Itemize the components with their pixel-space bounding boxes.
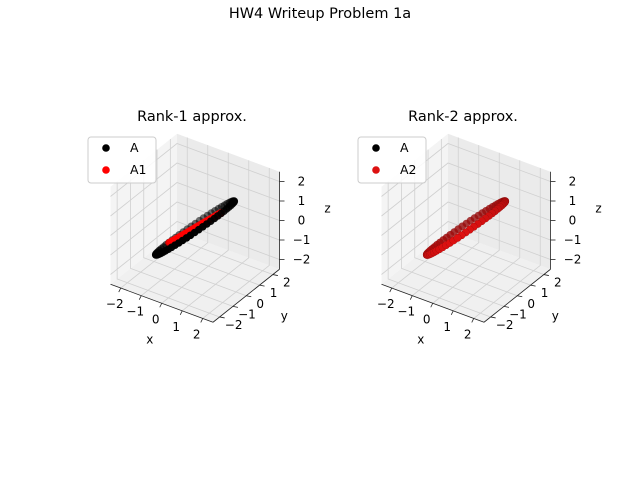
y-axis-label: y [281,309,288,323]
y-tick [259,284,265,287]
y-tick-label: −2 [496,318,514,332]
y-axis-label: y [552,309,559,323]
z-tick-label: 2 [569,175,577,189]
gridline-z [381,221,551,275]
x-tick-label: −2 [106,297,124,311]
x-tick [138,295,142,300]
data-point-a [182,234,191,242]
z-tick-label: 1 [298,194,306,208]
legend-marker-a [372,144,380,152]
y-tick [490,316,496,319]
x-tick [118,287,122,293]
y-tick-label: 0 [256,297,264,311]
gridline-x [141,145,209,296]
gridline-x [453,160,521,312]
gridline-z [381,182,551,236]
x-tick-label: 0 [423,312,431,326]
x-tick [430,303,434,308]
gridline-z [110,221,280,275]
gridline-z [381,162,551,217]
z-tick-label: −1 [293,233,311,247]
x-tick [389,287,393,293]
x-tick-label: 0 [152,312,160,326]
x-axis-label: x [417,332,424,346]
x-tick-label: −1 [126,305,144,319]
legend-marker-a [102,144,110,152]
gridline-x [412,145,480,296]
subplot-rank2: Rank-2 approx. −2−1012−2−1012210−1−2xyzA… [357,109,602,346]
x-tick-label: 2 [193,327,201,341]
legend-marker-a2 [372,166,380,174]
legend-label-a2: A2 [400,162,417,177]
gridline-x [161,152,229,304]
x-tick [450,310,454,316]
x-tick [200,318,204,323]
y-tick [543,274,549,276]
gridline-z [381,201,551,256]
y-tick [232,305,239,308]
x-tick-label: 1 [443,320,451,334]
z-tick-label: 2 [298,175,306,189]
y-tick-label: 1 [541,286,549,300]
z-tick-label: −2 [293,253,311,267]
x-tick-label: −1 [397,305,415,319]
gridline-x [182,160,250,312]
x-tick-label: −2 [377,297,395,311]
z-axis-label: z [595,202,601,216]
figure-title: HW4 Writeup Problem 1a [228,6,412,22]
gridline-y [401,170,505,307]
legend-marker-a1 [102,166,110,174]
x-tick-label: 2 [464,327,472,341]
x-axis-label: x [146,332,153,346]
subplot-title-rank1: Rank-1 approx. [137,109,247,125]
gridline-x [202,167,270,319]
y-tick-label: −1 [238,307,256,321]
y-tick-label: 1 [270,286,278,300]
z-tick-label: 0 [569,214,577,228]
gridline-y [169,139,273,275]
gridline-y [414,160,518,297]
gridline-z [110,182,280,236]
y-tick-label: 0 [527,297,535,311]
y-tick-label: −2 [225,318,243,332]
y-tick [503,305,510,308]
legend-label-a: A [130,140,139,155]
x-tick [179,310,183,316]
z-tick-label: −1 [564,233,582,247]
subplot-title-rank2: Rank-2 approx. [408,109,518,125]
y-tick [530,284,536,287]
gridline-y [440,139,544,275]
y-tick [219,316,225,319]
x-tick [159,303,163,308]
z-tick-label: 1 [569,194,577,208]
gridline-x [432,152,500,304]
y-tick-label: −1 [509,307,527,321]
legend-label-a: A [400,140,409,155]
y-tick [517,295,523,298]
gridline-y [130,170,234,307]
gridline-z [110,162,280,217]
z-tick-label: −2 [564,253,582,267]
z-tick-label: 0 [298,214,306,228]
gridline-x [473,167,541,319]
x-tick [409,295,413,300]
y-tick-label: 2 [283,276,291,290]
gridline-z [110,201,280,256]
y-tick [246,295,252,298]
x-tick-label: 1 [172,320,180,334]
gridline-y [156,149,260,286]
y-tick-label: 2 [554,276,562,290]
y-tick [272,274,278,276]
gridline-y [116,181,220,318]
z-axis-label: z [324,202,330,216]
subplot-rank1: Rank-1 approx. −2−1012−2−1012210−1−2xyzA… [87,109,331,346]
gridline-y [427,149,531,286]
gridline-y [143,160,247,297]
legend-label-a1: A1 [130,162,147,177]
x-tick [471,318,475,323]
data-point-a2 [453,234,462,242]
gridline-y [387,181,491,318]
